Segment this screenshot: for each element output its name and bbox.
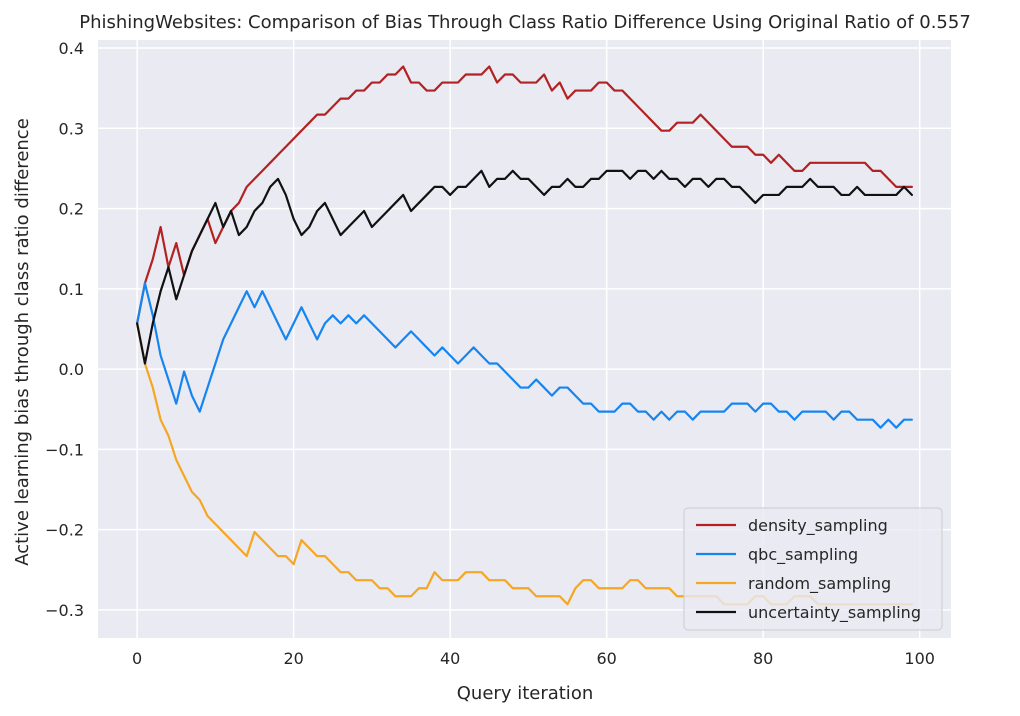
y-tick-label: −0.1 bbox=[45, 440, 84, 459]
y-tick-label: 0.1 bbox=[59, 280, 84, 299]
series-line-qbc-sampling bbox=[136, 282, 913, 429]
legend: density_sampling qbc_sampling random_sampl… bbox=[683, 507, 943, 631]
y-tick-label: 0.3 bbox=[59, 119, 84, 138]
y-axis-label: Active learning bias through class ratio… bbox=[12, 118, 33, 566]
x-tick-label: 80 bbox=[753, 649, 773, 668]
y-tick-label: 0.4 bbox=[59, 39, 84, 58]
x-tick-label: 40 bbox=[440, 649, 460, 668]
x-tick-label: 100 bbox=[904, 649, 935, 668]
y-tick-label: 0.2 bbox=[59, 200, 84, 219]
legend-box bbox=[683, 507, 943, 631]
legend-label-random-sampling: random_sampling bbox=[748, 574, 891, 594]
y-tick-label: −0.3 bbox=[45, 601, 84, 620]
x-tick-label: 0 bbox=[132, 649, 142, 668]
x-tick-label: 20 bbox=[283, 649, 303, 668]
series-line-uncertainty-sampling bbox=[136, 169, 913, 365]
legend-label-density-sampling: density_sampling bbox=[748, 516, 888, 536]
legend-label-uncertainty-sampling: uncertainty_sampling bbox=[748, 603, 921, 623]
x-axis-ticks: 0 20 40 60 80 100 bbox=[132, 649, 935, 668]
legend-label-qbc-sampling: qbc_sampling bbox=[748, 545, 858, 565]
x-tick-label: 60 bbox=[596, 649, 616, 668]
x-axis-label: Query iteration bbox=[457, 683, 593, 704]
y-tick-label: 0.0 bbox=[59, 360, 84, 379]
y-tick-label: −0.2 bbox=[45, 521, 84, 540]
chart-title: PhishingWebsites: Comparison of Bias Thr… bbox=[79, 12, 971, 33]
y-axis-ticks: −0.3 −0.2 −0.1 0.0 0.1 0.2 0.3 0.4 bbox=[45, 39, 84, 620]
series-line-density-sampling bbox=[136, 65, 913, 325]
